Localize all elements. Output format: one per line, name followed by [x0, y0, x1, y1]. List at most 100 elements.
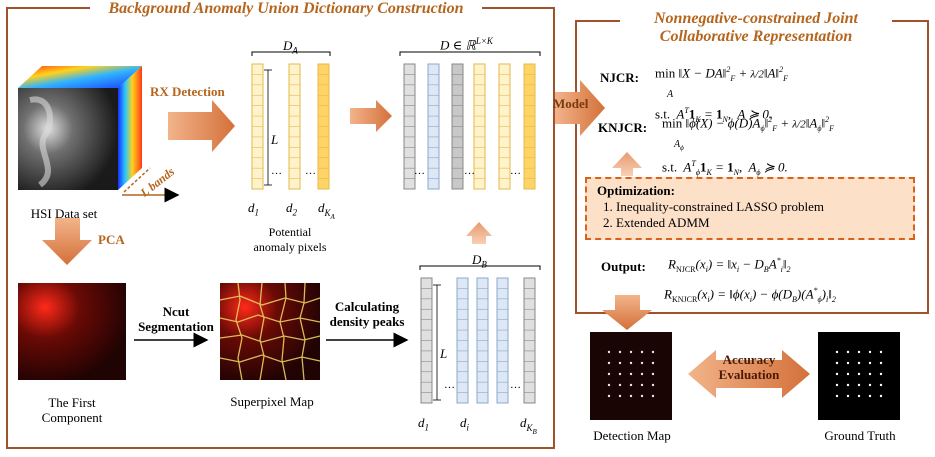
target-dot: [618, 383, 622, 387]
target-dot: [618, 372, 622, 376]
output-eq-knjcr: RKNJCR(xi) = ‖ϕ(xi) − ϕ(DB)(A*ϕ)i‖2: [664, 286, 836, 304]
target-dot: [618, 361, 622, 365]
ground-truth-label: Ground Truth: [824, 428, 896, 443]
target-dot: [879, 383, 883, 387]
detection-map-image: [590, 332, 672, 420]
target-dot: [629, 394, 633, 398]
opt-up-arrow: [612, 152, 642, 176]
first-component-label: The First Component: [41, 395, 103, 425]
target-dot: [868, 383, 872, 387]
detection-down-arrow: [602, 295, 652, 330]
superpixel-label: Superpixel Map: [230, 394, 314, 409]
ellipsis: …: [444, 379, 455, 391]
target-dot: [846, 361, 850, 365]
potential-label: Potential anomaly pixels: [253, 225, 327, 254]
da-label: DA: [283, 38, 298, 56]
target-dot: [835, 350, 839, 354]
target-dot: [607, 361, 611, 365]
d-full-label: D ∈ ℝL×K: [440, 36, 493, 53]
target-dot: [846, 394, 850, 398]
hsi-cube: [18, 66, 142, 190]
l-label-b: L: [440, 346, 448, 361]
target-dot: [846, 383, 850, 387]
target-dot: [868, 394, 872, 398]
target-dot: [640, 372, 644, 376]
target-dot: [857, 383, 861, 387]
opt-item-1: 1. Inequality-constrained LASSO problem: [603, 199, 824, 214]
first-component-image: [18, 283, 126, 380]
target-dot: [640, 394, 644, 398]
ellipsis: …: [464, 165, 475, 177]
target-dot: [651, 372, 655, 376]
l-bands-arrows: [122, 167, 180, 203]
target-dot: [629, 372, 633, 376]
accuracy-label: Accuracy Evaluation: [718, 352, 780, 382]
target-dot: [607, 383, 611, 387]
target-dot: [857, 372, 861, 376]
target-dot: [607, 372, 611, 376]
ground-truth-dots: [835, 350, 883, 398]
target-dot: [629, 383, 633, 387]
da-col-labels: d1: [248, 200, 259, 218]
njcr-label: NJCR:: [600, 70, 639, 85]
target-dot: [651, 350, 655, 354]
target-dot: [835, 394, 839, 398]
hsi-label: HSI Data set: [30, 206, 98, 221]
superpixel-map: [219, 282, 321, 381]
db-up-arrow-shape: [466, 222, 492, 244]
db-col-labels: di: [460, 415, 470, 433]
model-label: Model: [553, 96, 589, 111]
target-dot: [835, 361, 839, 365]
target-dot: [629, 350, 633, 354]
pca-label: PCA: [98, 232, 125, 247]
optimization-title: Optimization:: [597, 183, 675, 198]
target-dot: [868, 361, 872, 365]
l-label-a: L: [271, 132, 279, 147]
target-dot: [879, 372, 883, 376]
njcr-eq: min ‖X − DA‖2F + λ/2‖A‖2F A s.t. AT1K = …: [655, 65, 788, 124]
optimization-box: Optimization: 1. Inequality-constrained …: [585, 177, 915, 240]
target-dot: [857, 350, 861, 354]
knjcr-label: KNJCR:: [598, 120, 648, 135]
ground-truth-image: [818, 332, 900, 420]
detection-map-dots: [607, 350, 655, 398]
target-dot: [879, 350, 883, 354]
model-arrow: [555, 80, 605, 136]
rx-arrow: [168, 100, 235, 152]
ellipsis: …: [510, 165, 521, 177]
target-dot: [846, 372, 850, 376]
target-dot: [651, 361, 655, 365]
target-dot: [857, 394, 861, 398]
db-columns: ……: [420, 277, 536, 404]
target-dot: [879, 394, 883, 398]
knjcr-eq: min ‖ϕ(X) − ϕ(D)Aϕ‖2F + λ/2‖Aϕ‖2F Aϕ s.t…: [662, 115, 835, 177]
density-label: Calculating density peaks: [329, 299, 405, 329]
target-dot: [640, 361, 644, 365]
da-col-labels: d2: [286, 200, 297, 218]
target-dot: [640, 350, 644, 354]
ncut-label: Ncut Segmentation: [138, 304, 214, 334]
ellipsis: …: [510, 379, 521, 391]
rx-label: RX Detection: [150, 84, 225, 99]
target-dot: [868, 350, 872, 354]
da-col-labels: dKA: [318, 200, 335, 221]
target-dot: [846, 350, 850, 354]
target-dot: [607, 394, 611, 398]
da-columns: ……: [251, 63, 330, 190]
db-col-labels: d1: [418, 415, 429, 433]
ellipsis: …: [305, 165, 316, 177]
target-dot: [857, 361, 861, 365]
accuracy-arrow: [688, 350, 810, 398]
d-columns: … … …: [403, 63, 536, 190]
opt-item-2: 2. Extended ADMM: [603, 215, 710, 230]
output-eq-njcr: RNJCR(xi) = ‖xi − DBA*i‖2: [668, 256, 791, 274]
pca-arrow: [42, 218, 92, 265]
detection-map-label: Detection Map: [593, 428, 671, 443]
ellipsis: …: [271, 165, 282, 177]
target-dot: [607, 350, 611, 354]
da-to-d-arrow: [350, 100, 392, 132]
target-dot: [835, 372, 839, 376]
ellipsis: …: [414, 165, 425, 177]
target-dot: [868, 372, 872, 376]
